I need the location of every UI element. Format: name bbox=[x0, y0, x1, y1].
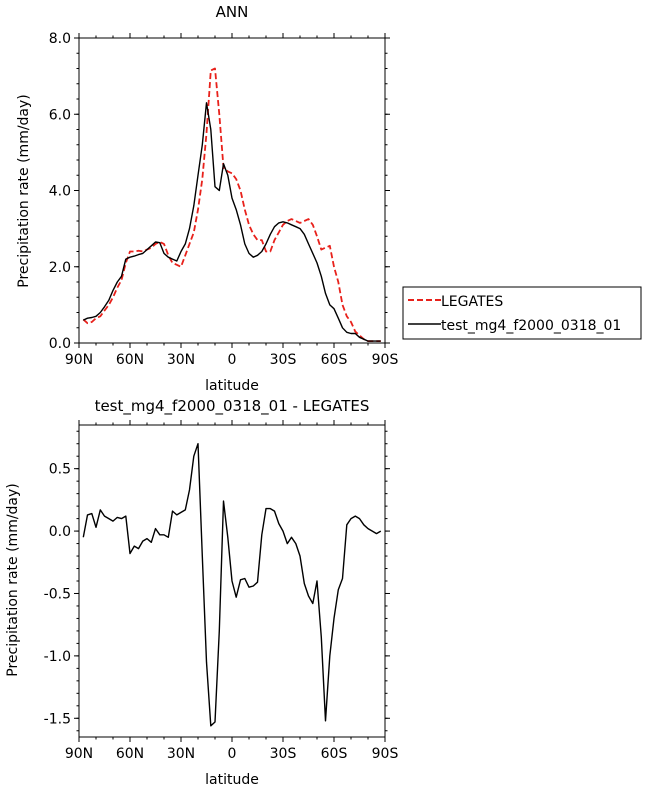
legend-label-legates: LEGATES bbox=[441, 294, 503, 310]
legend: LEGATES test_mg4_f2000_0318_01 bbox=[402, 286, 642, 340]
top-x-tick-label: 30S bbox=[270, 352, 297, 368]
bottom-y-tick-label: -0.5 bbox=[44, 586, 71, 602]
bottom-x-axis-label: latitude bbox=[205, 772, 259, 788]
bottom-panel: test_mg4_f2000_0318_01 - LEGATES 90N 60N 3… bbox=[5, 397, 398, 788]
bottom-x-tick-label: 90S bbox=[372, 746, 399, 762]
top-y-tick-label: 8.0 bbox=[49, 31, 71, 47]
legend-label-test: test_mg4_f2000_0318_01 bbox=[441, 318, 621, 334]
top-x-tick-label: 60S bbox=[321, 352, 348, 368]
top-y-tick-label: 6.0 bbox=[49, 107, 71, 123]
top-axes-ticks: 90N 60N 30N 0 30S 60S 90S 0.0 2.0 4.0 6.0 8.0 bbox=[49, 31, 399, 368]
bottom-axes-ticks: 90N 60N 30N 0 30S 60S 90S -1.5 -1.0 -0.5 0.0 0.5 bbox=[44, 420, 399, 762]
top-plot-frame bbox=[78, 37, 386, 344]
top-y-axis-label: Precipitation rate (mm/day) bbox=[16, 94, 32, 288]
top-x-tick-label: 30N bbox=[167, 352, 195, 368]
bottom-x-tick-label: 60S bbox=[321, 746, 348, 762]
top-x-axis-label: latitude bbox=[205, 378, 259, 394]
bottom-series-line-difference bbox=[82, 443, 382, 727]
bottom-y-axis-label: Precipitation rate (mm/day) bbox=[5, 483, 21, 677]
bottom-x-tick-label: 0 bbox=[228, 746, 237, 762]
top-y-tick-label: 2.0 bbox=[49, 260, 71, 276]
legend-box bbox=[402, 286, 642, 340]
top-x-tick-label: 90S bbox=[372, 352, 399, 368]
bottom-chart-title: test_mg4_f2000_0318_01 - LEGATES bbox=[95, 397, 370, 416]
bottom-x-tick-label: 60N bbox=[116, 746, 144, 762]
bottom-x-tick-label: 90N bbox=[65, 746, 93, 762]
top-y-tick-label: 4.0 bbox=[49, 184, 71, 200]
top-x-tick-label: 0 bbox=[228, 352, 237, 368]
bottom-x-tick-label: 30N bbox=[167, 746, 195, 762]
top-y-tick-label: 0.0 bbox=[49, 336, 71, 352]
top-panel: ANN 90N 60N 30N 0 30S 60S 90S 0.0 2.0 4.0 6.0 8.0 l… bbox=[16, 3, 398, 394]
top-chart-title: ANN bbox=[216, 3, 249, 21]
top-series-line-test-mg4-f2000-0318-01 bbox=[83, 102, 381, 342]
bottom-y-tick-label: -1.0 bbox=[44, 649, 71, 665]
bottom-y-tick-label: 0.5 bbox=[49, 462, 71, 478]
bottom-y-tick-label: 0.0 bbox=[49, 524, 71, 540]
bottom-series-lines bbox=[82, 443, 382, 727]
bottom-y-tick-label: -1.5 bbox=[44, 711, 71, 727]
top-series-line-legates bbox=[82, 67, 381, 343]
top-x-tick-label: 90N bbox=[65, 352, 93, 368]
top-series-lines bbox=[82, 67, 381, 343]
top-x-tick-label: 60N bbox=[116, 352, 144, 368]
bottom-x-tick-label: 30S bbox=[270, 746, 297, 762]
